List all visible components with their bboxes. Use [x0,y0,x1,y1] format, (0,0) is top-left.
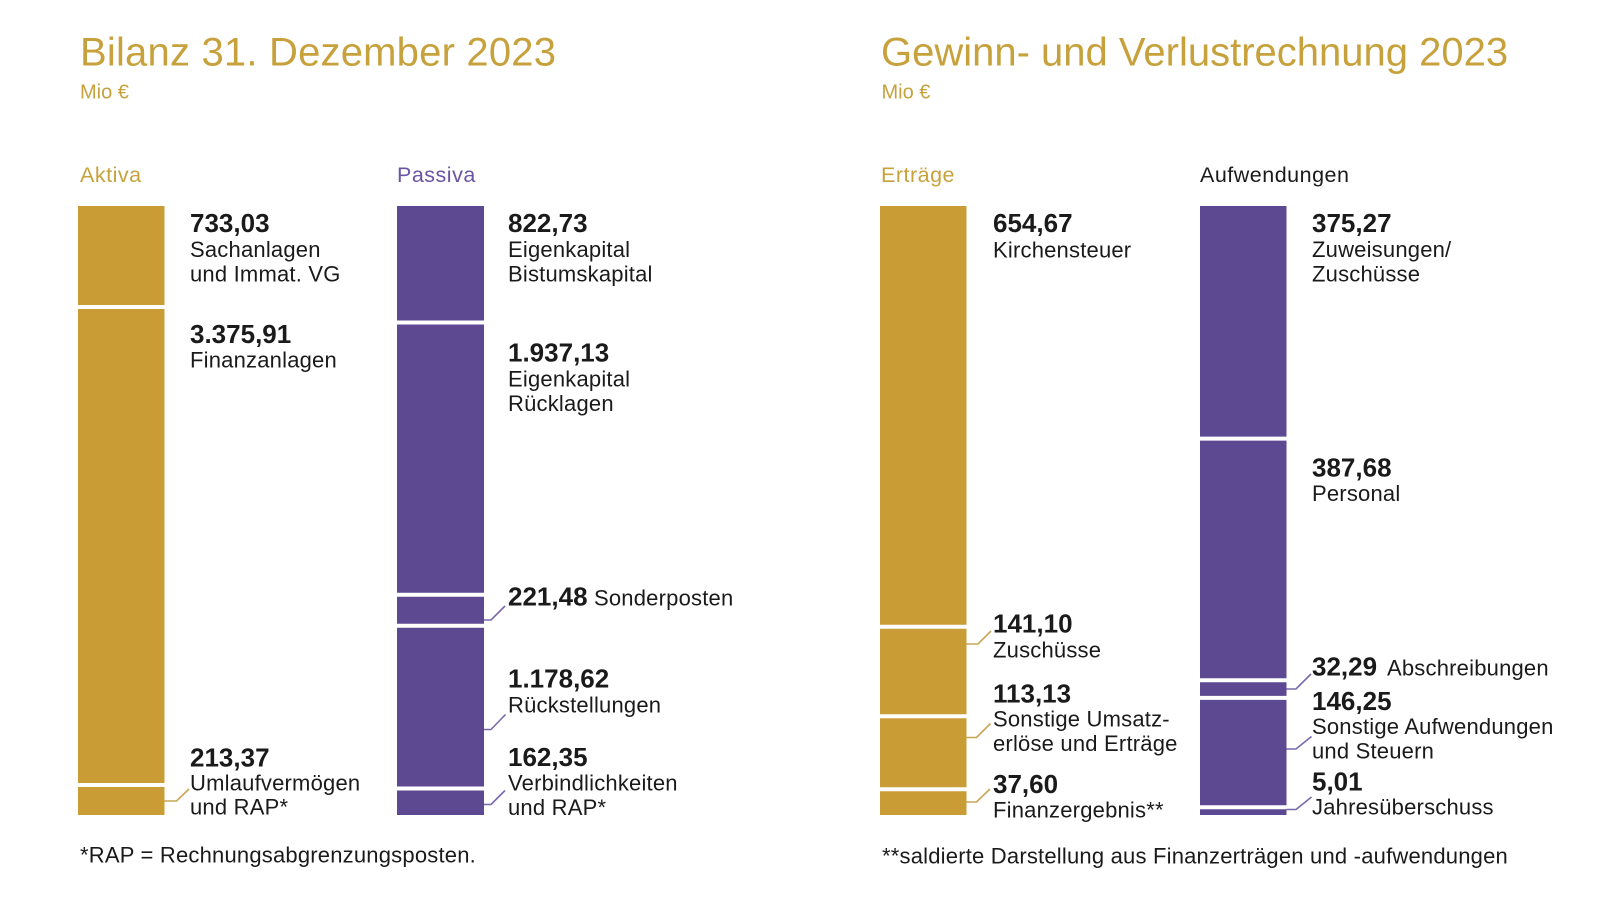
svg-text:733,03: 733,03 [190,208,270,238]
svg-text:Umlaufvermögen: Umlaufvermögen [190,771,360,796]
svg-text:und RAP*: und RAP* [508,795,606,820]
svg-text:387,68: 387,68 [1312,452,1392,482]
svg-text:375,27: 375,27 [1312,208,1392,238]
svg-text:3.375,91: 3.375,91 [190,319,291,349]
svg-text:1.937,13: 1.937,13 [508,338,609,368]
svg-text:Mio €: Mio € [80,82,129,104]
svg-text:Sonstige Umsatz-: Sonstige Umsatz- [993,707,1170,732]
svg-text:Mio €: Mio € [882,82,931,104]
svg-text:654,67: 654,67 [993,208,1073,238]
svg-text:221,48: 221,48 [508,581,588,611]
svg-text:141,10: 141,10 [993,609,1073,639]
svg-text:213,37: 213,37 [190,743,270,773]
svg-text:37,60: 37,60 [993,769,1058,799]
svg-text:5,01: 5,01 [1312,766,1363,796]
svg-text:und Steuern: und Steuern [1312,739,1434,764]
svg-text:Rücklagen: Rücklagen [508,391,614,416]
svg-text:Sonstige Aufwendungen: Sonstige Aufwendungen [1312,714,1554,739]
svg-text:Aktiva: Aktiva [80,163,142,187]
svg-text:Sonderposten: Sonderposten [594,585,733,610]
svg-text:Personal: Personal [1312,481,1400,506]
svg-text:Passiva: Passiva [397,163,476,187]
svg-text:und RAP*: und RAP* [190,795,288,820]
svg-text:erlöse und Erträge: erlöse und Erträge [993,731,1178,756]
svg-text:Zuschüsse: Zuschüsse [1312,262,1420,287]
svg-text:Eigenkapital: Eigenkapital [508,366,630,391]
svg-text:Verbindlichkeiten: Verbindlichkeiten [508,770,678,795]
svg-text:Zuschüsse: Zuschüsse [993,638,1101,663]
svg-text:Eigenkapital: Eigenkapital [508,237,630,262]
svg-text:*RAP = Rechnungsabgrenzungspos: *RAP = Rechnungsabgrenzungsposten. [80,843,476,868]
svg-text:162,35: 162,35 [508,742,588,772]
svg-text:**saldierte Darstellung aus Fi: **saldierte Darstellung aus Finanzerträg… [882,844,1508,869]
svg-text:Bistumskapital: Bistumskapital [508,261,653,286]
svg-text:Bilanz 31. Dezember 2023: Bilanz 31. Dezember 2023 [80,31,556,75]
svg-text:Gewinn- und Verlustrechnung 20: Gewinn- und Verlustrechnung 2023 [881,31,1508,75]
svg-text:Kirchensteuer: Kirchensteuer [993,237,1131,262]
svg-text:146,25: 146,25 [1312,686,1392,716]
svg-text:Rückstellungen: Rückstellungen [508,692,661,717]
svg-text:Sachanlagen: Sachanlagen [190,237,321,262]
svg-text:32,29: 32,29 [1312,651,1377,681]
svg-text:822,73: 822,73 [508,208,588,238]
svg-text:Finanzanlagen: Finanzanlagen [190,348,337,373]
svg-text:Finanzergebnis**: Finanzergebnis** [993,797,1164,822]
svg-text:1.178,62: 1.178,62 [508,664,609,694]
svg-text:Erträge: Erträge [881,163,955,187]
svg-text:113,13: 113,13 [993,678,1071,708]
svg-text:Aufwendungen: Aufwendungen [1200,163,1349,187]
svg-text:Jahresüberschuss: Jahresüberschuss [1312,795,1494,820]
svg-text:Zuweisungen/: Zuweisungen/ [1312,237,1452,262]
svg-text:Abschreibungen: Abschreibungen [1387,655,1549,680]
svg-text:und Immat. VG: und Immat. VG [190,262,341,287]
